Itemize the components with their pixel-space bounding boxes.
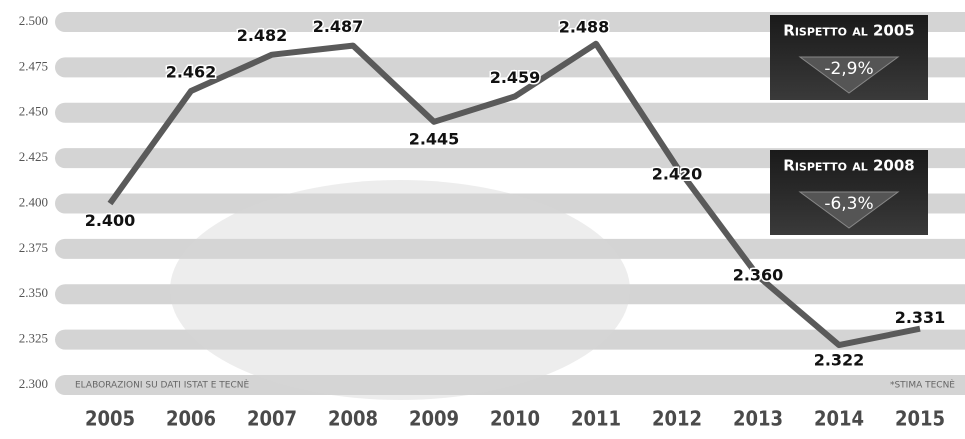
y-tick-label: 2.325	[19, 331, 48, 346]
estimate-note: *STIMA TECNÈ	[890, 379, 955, 391]
x-tick-label: 2008	[328, 407, 378, 431]
y-tick-label: 2.500	[19, 13, 48, 28]
value-label: 2.459	[490, 68, 541, 87]
chart: 2.400 2.462 2.482 2.487 2.445 2.459 2.488 2.420…	[0, 0, 965, 439]
x-tick-label: 2013	[733, 407, 783, 431]
y-tick-label: 2.475	[19, 58, 48, 73]
value-label: 2.400	[85, 211, 136, 230]
x-tick-label: 2011	[571, 407, 621, 431]
background-image	[170, 180, 630, 400]
value-label: 2.482	[237, 26, 288, 45]
x-tick-label: 2005	[85, 407, 135, 431]
x-tick-label: 2007	[247, 407, 297, 431]
box-title: Rispetto al 2008	[783, 157, 914, 175]
value-label: 2.331	[895, 308, 946, 327]
source-note: ELABORAZIONI SU DATI ISTAT E TECNÈ	[75, 379, 249, 391]
x-tick-label: 2009	[409, 407, 459, 431]
x-tick-label: 2015	[895, 407, 945, 431]
value-label: 2.420	[652, 165, 703, 184]
y-tick-label: 2.300	[19, 376, 48, 391]
x-tick-label: 2014	[814, 407, 864, 431]
y-tick-label: 2.375	[19, 240, 48, 255]
y-tick-label: 2.450	[19, 104, 48, 119]
y-tick-label: 2.400	[19, 194, 48, 209]
box-value: -2,9%	[824, 59, 873, 79]
value-label: 2.360	[733, 266, 784, 285]
value-label: 2.488	[559, 17, 610, 36]
value-label: 2.445	[409, 129, 460, 148]
comparison-box: Rispetto al 2005 -2,9%	[770, 15, 928, 100]
comparison-box: Rispetto al 2008 -6,3%	[770, 150, 928, 235]
value-label: 2.322	[814, 351, 865, 370]
value-label: 2.487	[313, 17, 364, 36]
y-tick-label: 2.425	[19, 149, 48, 164]
x-tick-label: 2006	[166, 407, 216, 431]
x-tick-label: 2010	[490, 407, 540, 431]
y-tick-label: 2.350	[19, 285, 48, 300]
box-title: Rispetto al 2005	[783, 22, 914, 40]
value-label: 2.462	[166, 62, 217, 81]
box-value: -6,3%	[824, 194, 873, 214]
x-tick-label: 2012	[652, 407, 702, 431]
grid-stripe	[55, 103, 965, 123]
